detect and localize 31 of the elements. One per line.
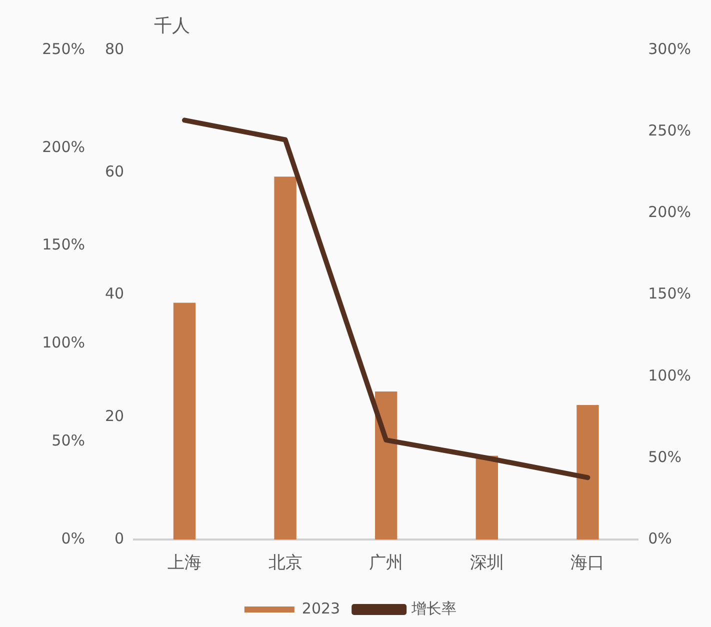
y2-tick-label: 100% [648,366,692,384]
y-tick-label: 40 [104,284,124,303]
bar [173,302,196,540]
x-tick-label: 上海 [167,553,202,574]
y-tick-label: 60 [104,162,124,180]
legend-label: 2023 [302,599,340,618]
y3-tick-label: 50% [52,432,85,450]
bar [274,176,296,540]
bar [576,404,599,540]
y3-tick-label: 0% [61,529,85,548]
y3-tick-label: 150% [42,236,85,254]
y2-tick-label: 50% [648,448,682,466]
bar [375,391,398,540]
x-tick-label: 海口 [570,553,605,574]
y-tick-label: 20 [104,407,124,426]
y2-tick-label: 150% [648,284,692,303]
y-tick-label: 0 [114,529,124,548]
x-tick-label: 广州 [369,553,404,574]
y2-tick-label: 250% [648,121,692,140]
bar [476,456,498,540]
y3-tick-label: 200% [42,138,85,156]
y2-tick-label: 0% [648,529,672,548]
y3-tick-label: 100% [42,334,85,352]
x-tick-label: 北京 [268,553,302,574]
legend-label: 增长率 [410,599,457,618]
y2-tick-label: 200% [648,203,692,222]
y-tick-label: 80 [104,40,124,58]
y-axis-title: 千人 [154,16,190,37]
y2-tick-label: 300% [648,40,692,58]
x-tick-label: 深圳 [470,553,504,574]
y3-tick-label: 250% [42,40,85,58]
